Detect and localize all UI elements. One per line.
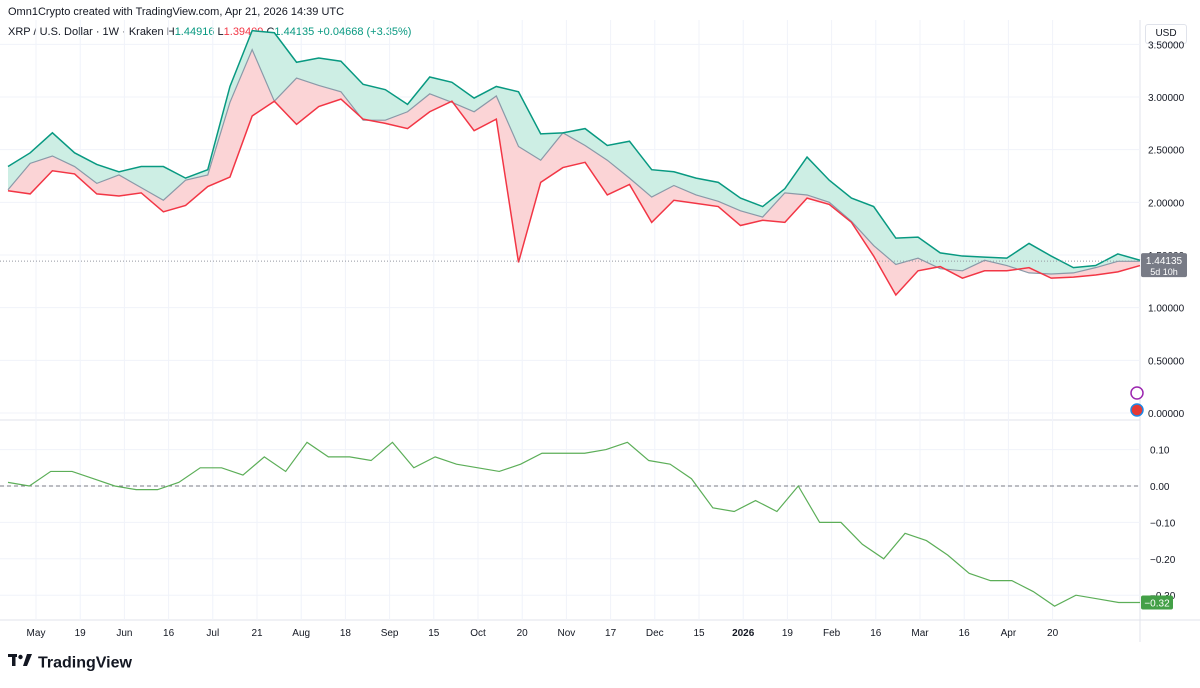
- upper-band-fill: [8, 30, 1140, 274]
- x-tick-label: 16: [163, 628, 175, 639]
- x-tick-label: Oct: [470, 628, 486, 639]
- y-tick-label: 1.00000: [1148, 304, 1185, 315]
- x-tick-label: Jul: [206, 628, 219, 639]
- close-value: 1.44135: [274, 26, 315, 38]
- price-axis: 0.000000.500001.000001.500002.000002.500…: [1148, 40, 1185, 420]
- x-tick-label: 19: [75, 628, 87, 639]
- x-tick-label: 16: [870, 628, 882, 639]
- x-tick-label: 17: [605, 628, 617, 639]
- y-tick-label: 3.00000: [1148, 93, 1185, 104]
- x-tick-label: 15: [428, 628, 440, 639]
- osc-value-badge: [1141, 595, 1173, 610]
- oscillator-panel: −0.30−0.20−0.100.000.10−0.32: [0, 441, 1176, 610]
- x-tick-label: Mar: [911, 628, 929, 639]
- osc-tick-label: −0.20: [1150, 555, 1176, 566]
- current-price-value: 1.44135: [1146, 256, 1183, 267]
- x-tick-label: 20: [517, 628, 529, 639]
- x-tick-label: Apr: [1001, 628, 1017, 639]
- x-tick-label: Sep: [381, 628, 399, 639]
- x-tick-label: 15: [693, 628, 705, 639]
- low-label: L: [217, 26, 224, 38]
- x-tick-label: 16: [959, 628, 971, 639]
- x-tick-label: Jun: [116, 628, 132, 639]
- x-tick-label: 20: [1047, 628, 1059, 639]
- upper-series-line: [7, 29, 1141, 269]
- y-tick-label: 2.00000: [1148, 198, 1185, 209]
- y-tick-label: 3.50000: [1148, 40, 1185, 51]
- osc-value-text: −0.32: [1144, 598, 1170, 609]
- x-tick-label: 19: [782, 628, 794, 639]
- current-price-badge: [1141, 253, 1187, 278]
- osc-tick-label: 0.00: [1150, 482, 1170, 493]
- x-tick-label: Aug: [292, 628, 310, 639]
- mid-series-line: [7, 48, 1140, 275]
- osc-tick-label: 0.10: [1150, 446, 1170, 457]
- x-tick-label: May: [27, 628, 46, 639]
- event-icon: [1130, 386, 1144, 400]
- x-tick-label: 21: [251, 628, 263, 639]
- x-tick-label: Feb: [823, 628, 841, 639]
- x-tick-label: 2026: [732, 628, 755, 639]
- tradingview-brand: TradingView: [8, 654, 132, 673]
- series-lines: [7, 29, 1141, 297]
- flag-icon: [1130, 403, 1144, 417]
- high-value: 1.44916: [174, 26, 215, 38]
- currency-button[interactable]: USD: [1145, 24, 1187, 44]
- bar-countdown: 5d 10h: [1150, 267, 1178, 277]
- x-tick-label: Nov: [558, 628, 576, 639]
- oscillator-line: [7, 441, 1140, 607]
- grid-lines: [0, 20, 1200, 642]
- x-tick-label: Dec: [646, 628, 664, 639]
- y-tick-label: 2.50000: [1148, 146, 1185, 157]
- y-tick-label: 0.50000: [1148, 356, 1185, 367]
- tradingview-logo-icon: [8, 654, 34, 673]
- change-value: +0.04668 (+3.35%): [317, 26, 412, 38]
- time-axis: May 19 Jun 16 Jul 21 Aug 18 Sep 15 Oct 20 Nov 17 Dec 15…: [27, 628, 1059, 639]
- x-tick-label: 18: [340, 628, 352, 639]
- area-fills: [8, 30, 1140, 296]
- brand-name: TradingView: [38, 654, 132, 672]
- osc-tick-label: −0.10: [1150, 518, 1176, 529]
- y-tick-label: 0.00000: [1148, 409, 1185, 420]
- chart-credit: Omn1Crypto created with TradingView.com,…: [8, 6, 345, 18]
- high-label: H: [166, 26, 175, 38]
- lower-series-line: [7, 98, 1141, 297]
- lower-band-fill: [8, 49, 1140, 296]
